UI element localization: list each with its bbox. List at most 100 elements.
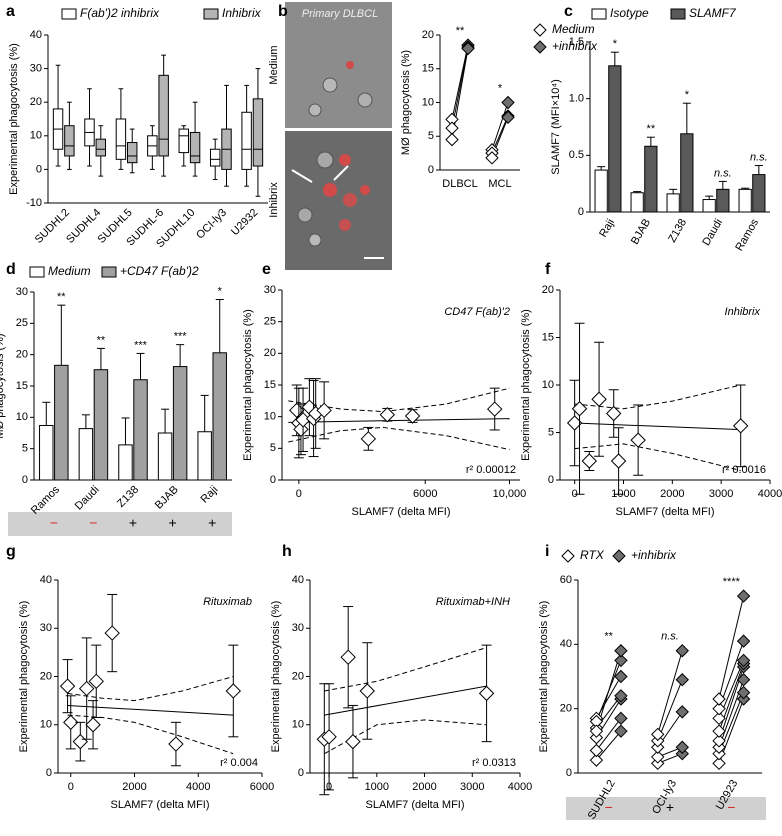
y-tick-label: 10 — [40, 719, 52, 731]
point — [360, 431, 377, 447]
pair-line — [451, 45, 469, 120]
point — [675, 740, 689, 754]
panel-letter: e — [262, 261, 271, 278]
point — [736, 589, 751, 603]
y-tick-label: 15 — [422, 63, 434, 75]
y-tick-label: 30 — [30, 63, 42, 75]
point — [614, 724, 628, 738]
point — [736, 634, 751, 648]
bar — [212, 352, 227, 481]
y-tick-label: 20 — [264, 347, 276, 359]
legend-label: RTX — [580, 548, 605, 562]
legend-label: +CD47 F(ab')2 — [120, 264, 199, 278]
point — [88, 673, 104, 690]
x-tick-label: Z138 — [666, 217, 689, 245]
point — [732, 418, 749, 434]
strip-label: − — [89, 515, 97, 531]
point — [712, 692, 726, 706]
fit-line — [67, 704, 234, 716]
x-tick-label: Raji — [597, 217, 617, 239]
bar — [594, 169, 608, 213]
box — [95, 138, 107, 157]
pair-line — [718, 595, 745, 700]
y-tick-label: -10 — [26, 197, 42, 209]
y-tick-label: 20 — [292, 670, 304, 682]
point — [340, 649, 356, 665]
bar — [630, 192, 644, 213]
bar — [608, 65, 622, 213]
point — [379, 407, 396, 423]
cell — [346, 61, 354, 69]
y-tick-label: 15 — [542, 331, 554, 343]
y-tick-label: 0 — [46, 767, 52, 779]
point — [610, 453, 627, 469]
point — [736, 653, 751, 668]
point — [651, 727, 665, 742]
y-tick-label: 5 — [22, 443, 28, 455]
box — [127, 142, 138, 164]
point — [614, 689, 628, 703]
panel-letter: g — [6, 543, 16, 560]
y-axis-label: Experimental phagocytosis (%) — [8, 43, 20, 195]
bar — [78, 428, 94, 481]
significance: ** — [456, 25, 465, 37]
pair-line — [657, 679, 683, 742]
x-tick-label: 6000 — [413, 488, 437, 500]
point — [72, 733, 89, 750]
point — [345, 733, 361, 750]
y-axis-label: Experimental phagocytosis (%) — [538, 601, 550, 753]
cell — [322, 77, 338, 93]
legend-swatch — [61, 8, 77, 20]
significance: ** — [97, 334, 106, 346]
legend-label: Medium — [48, 264, 91, 278]
image-row-label: Inhibrix — [268, 182, 280, 218]
point — [712, 711, 726, 726]
legend-label: Inhibrix — [222, 6, 262, 20]
panel-title: Rituximab — [203, 596, 252, 608]
strip-label: + — [169, 515, 177, 531]
legend-swatch — [561, 549, 575, 563]
y-tick-label: 0 — [428, 164, 434, 176]
point — [614, 669, 628, 684]
significance: n.s. — [750, 151, 768, 163]
point — [485, 151, 499, 165]
ci-line — [288, 426, 510, 451]
point — [712, 756, 726, 771]
bar — [93, 369, 109, 481]
legend-swatch — [533, 40, 547, 54]
box — [241, 111, 252, 170]
y-tick-label: 40 — [40, 574, 52, 586]
significance: ** — [604, 631, 613, 643]
box — [64, 125, 75, 157]
panel-letter: h — [282, 543, 292, 560]
panel-letter: a — [6, 3, 15, 20]
y-tick-label: 5 — [428, 130, 434, 142]
significance: *** — [134, 339, 148, 351]
point — [404, 408, 421, 424]
y-tick-label: 30 — [264, 284, 276, 296]
cell — [357, 92, 373, 108]
y-tick-label: 20 — [16, 349, 28, 361]
x-tick-label: U2932 — [229, 207, 260, 238]
point — [630, 432, 646, 448]
pair-line — [596, 730, 622, 761]
point — [606, 405, 622, 422]
point — [85, 717, 101, 733]
y-tick-label: 20 — [542, 284, 554, 296]
y-tick-label: 5 — [548, 426, 554, 438]
x-tick-label: 2000 — [122, 781, 146, 793]
point — [168, 736, 184, 752]
y-tick-label: 30 — [16, 286, 28, 298]
legend-swatch — [591, 8, 607, 20]
x-axis-label: SLAMF7 (delta MFI) — [365, 799, 464, 811]
box — [189, 131, 201, 164]
legend-swatch — [670, 8, 686, 20]
x-tick-label: 2000 — [660, 488, 684, 500]
cell — [316, 151, 334, 169]
x-tick-label: Raji — [198, 484, 220, 506]
bar — [738, 188, 752, 213]
y-axis-label: Experimental phagocytosis (%) — [520, 309, 532, 461]
panel-title: Rituximab+INH — [436, 596, 510, 608]
cell — [323, 183, 337, 197]
cell — [339, 154, 351, 166]
